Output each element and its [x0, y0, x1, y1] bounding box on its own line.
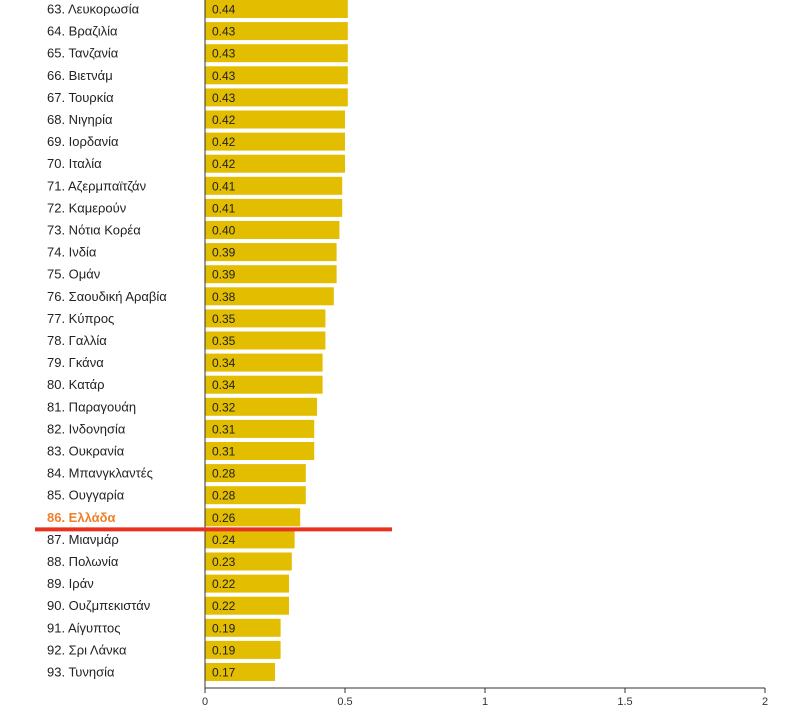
- value-label: 0.42: [212, 113, 236, 127]
- bar: [205, 618, 281, 637]
- value-label: 0.44: [212, 3, 236, 17]
- category-label: 76. Σαουδική Αραβία: [47, 289, 167, 304]
- bar: [205, 309, 326, 328]
- value-label: 0.22: [212, 577, 236, 591]
- category-label: 89. Ιράν: [47, 576, 94, 591]
- value-label: 0.42: [212, 157, 236, 171]
- category-label: 73. Νότια Κορέα: [47, 223, 141, 238]
- bar: [205, 640, 281, 659]
- category-label: 78. Γαλλία: [47, 333, 107, 348]
- category-label: 91. Αίγυπτος: [47, 620, 121, 635]
- bar: [205, 442, 315, 460]
- value-label: 0.43: [212, 25, 236, 39]
- value-label: 0.22: [212, 599, 236, 613]
- bar: [205, 574, 289, 593]
- value-label: 0.41: [212, 201, 236, 215]
- value-label: 0.35: [212, 334, 236, 348]
- x-tick-label: 1.5: [617, 696, 632, 708]
- category-label: 90. Ουζμπεκιστάν: [47, 598, 150, 613]
- bar: [205, 464, 306, 483]
- category-label: 84. Μπανγκλαντές: [47, 466, 153, 481]
- bar: [205, 44, 348, 63]
- value-label: 0.34: [212, 378, 236, 392]
- value-label: 0.17: [212, 666, 236, 680]
- bar: [205, 176, 343, 195]
- bar: [205, 397, 317, 416]
- category-label: 86. Ελλάδα: [47, 510, 116, 525]
- category-label: 65. Τανζανία: [47, 46, 119, 61]
- bar: [205, 243, 337, 262]
- value-label: 0.19: [212, 643, 236, 657]
- bar: [205, 88, 348, 107]
- value-label: 0.43: [212, 47, 236, 61]
- category-label: 93. Τυνησία: [47, 665, 115, 680]
- category-label: 70. Ιταλία: [47, 156, 102, 171]
- bar: [205, 132, 345, 151]
- category-label: 92. Σρι Λάνκα: [47, 642, 127, 657]
- value-label: 0.43: [212, 69, 236, 83]
- category-label: 77. Κύπρος: [47, 311, 114, 326]
- x-tick-label: 1: [482, 696, 488, 708]
- category-label: 72. Καμερούν: [47, 200, 126, 215]
- category-label: 63. Λευκορωσία: [47, 2, 140, 17]
- value-label: 0.24: [212, 533, 236, 547]
- bar: [205, 419, 315, 438]
- bar: [205, 154, 345, 173]
- bar: [205, 22, 348, 41]
- bar: [205, 287, 334, 306]
- category-label: 69. Ιορδανία: [47, 134, 119, 149]
- category-label: 79. Γκάνα: [47, 355, 104, 370]
- category-label: 68. Νιγηρία: [47, 112, 113, 127]
- bar: [205, 486, 306, 505]
- category-label: 67. Τουρκία: [47, 90, 114, 105]
- value-label: 0.31: [212, 445, 236, 459]
- value-label: 0.31: [212, 422, 236, 436]
- value-label: 0.43: [212, 91, 236, 105]
- bar: [205, 331, 326, 350]
- bar: [205, 198, 343, 217]
- category-label: 88. Πολωνία: [47, 554, 119, 569]
- bar: [205, 375, 323, 394]
- bar: [205, 596, 289, 615]
- value-label: 0.39: [212, 268, 236, 282]
- value-label: 0.28: [212, 489, 236, 503]
- bar: [205, 508, 301, 527]
- category-label: 85. Ουγγαρία: [47, 488, 125, 503]
- category-label: 66. Βιετνάμ: [47, 68, 113, 83]
- value-label: 0.32: [212, 400, 236, 414]
- bar: [205, 265, 337, 284]
- category-label: 87. Μιανμάρ: [47, 532, 119, 547]
- x-tick-label: 0.5: [337, 696, 352, 708]
- category-label: 64. Βραζιλία: [47, 24, 118, 39]
- value-label: 0.39: [212, 246, 236, 260]
- category-label: 81. Παραγουάη: [47, 399, 136, 414]
- bar: [205, 110, 345, 129]
- category-label: 83. Ουκρανία: [47, 444, 125, 459]
- x-tick-label: 2: [762, 696, 768, 708]
- bar: [205, 663, 275, 681]
- category-label: 80. Κατάρ: [47, 377, 105, 392]
- bar: [205, 221, 340, 239]
- value-label: 0.41: [212, 179, 236, 193]
- value-label: 0.19: [212, 621, 236, 635]
- category-label: 82. Ινδονησία: [47, 421, 126, 436]
- bar: [205, 552, 292, 571]
- category-label: 71. Αζερμπαϊτζάν: [47, 178, 146, 193]
- category-label: 74. Ινδία: [47, 245, 97, 260]
- bar: [205, 353, 323, 372]
- bar: [205, 0, 348, 18]
- value-label: 0.38: [212, 290, 236, 304]
- value-label: 0.42: [212, 135, 236, 149]
- value-label: 0.40: [212, 224, 236, 238]
- value-label: 0.34: [212, 356, 236, 370]
- bar: [205, 66, 348, 85]
- value-label: 0.28: [212, 467, 236, 481]
- value-label: 0.35: [212, 312, 236, 326]
- bar: [205, 530, 295, 549]
- value-label: 0.26: [212, 511, 236, 525]
- x-tick-label: 0: [202, 696, 208, 708]
- value-label: 0.23: [212, 555, 236, 569]
- category-label: 75. Ομάν: [47, 267, 100, 282]
